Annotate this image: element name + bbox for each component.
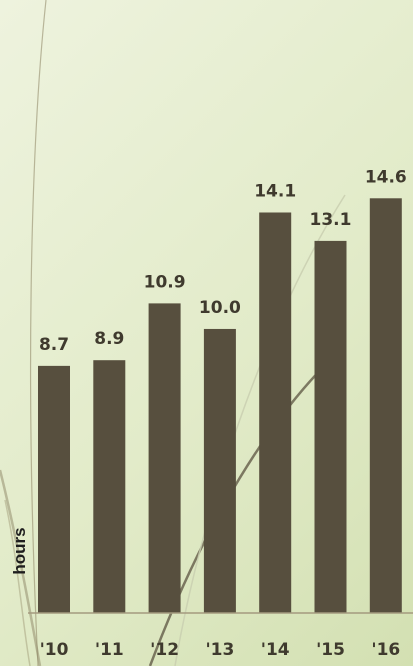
category-label-1: '11 xyxy=(95,640,124,660)
category-label-2: '12 xyxy=(150,640,179,660)
bar-1 xyxy=(93,360,126,613)
bar-5 xyxy=(314,240,347,614)
category-labels-group: '10 '11 '12 '13 '14 '15 '16 xyxy=(40,640,401,660)
bar-2 xyxy=(148,303,181,613)
value-label-6: 14.6 xyxy=(365,167,407,187)
value-label-4: 14.1 xyxy=(254,181,296,201)
category-label-5: '15 xyxy=(316,640,345,660)
value-label-3: 10.0 xyxy=(199,298,241,318)
bars-group xyxy=(38,198,402,614)
value-label-2: 10.9 xyxy=(144,272,186,292)
category-label-6: '16 xyxy=(371,640,400,660)
bar-4 xyxy=(259,212,292,614)
value-label-1: 8.9 xyxy=(94,329,124,349)
value-labels-group: 8.7 8.9 10.9 10.0 14.1 13.1 14.6 xyxy=(39,167,407,355)
value-label-0: 8.7 xyxy=(39,335,69,355)
y-axis-title: hours xyxy=(10,527,29,574)
bar-3 xyxy=(203,328,236,613)
category-label-3: '13 xyxy=(205,640,234,660)
value-label-5: 13.1 xyxy=(310,210,352,230)
bar-6 xyxy=(369,198,402,614)
category-label-4: '14 xyxy=(261,640,290,660)
category-label-0: '10 xyxy=(40,640,69,660)
bar-0 xyxy=(38,365,70,613)
